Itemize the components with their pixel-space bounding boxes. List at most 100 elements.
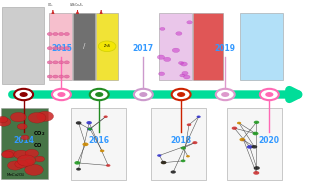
Circle shape	[260, 89, 279, 100]
Circle shape	[59, 61, 64, 64]
Circle shape	[98, 41, 116, 52]
Text: $\mathbf{CO}$: $\mathbf{CO}$	[33, 141, 43, 149]
Circle shape	[180, 62, 187, 66]
Circle shape	[254, 166, 260, 170]
Circle shape	[52, 89, 71, 100]
Circle shape	[21, 135, 29, 140]
Text: 2016: 2016	[89, 136, 110, 145]
Text: 2017: 2017	[133, 44, 154, 53]
Text: /: /	[83, 43, 86, 49]
Circle shape	[53, 33, 58, 36]
Circle shape	[64, 75, 69, 78]
Circle shape	[170, 170, 176, 174]
FancyBboxPatch shape	[2, 7, 44, 84]
Circle shape	[25, 149, 38, 157]
Circle shape	[232, 127, 237, 130]
Circle shape	[197, 115, 201, 118]
Circle shape	[37, 111, 54, 121]
Circle shape	[88, 128, 92, 130]
Text: ZnS: ZnS	[104, 44, 111, 48]
Circle shape	[3, 150, 16, 158]
Circle shape	[53, 47, 58, 50]
Circle shape	[64, 33, 69, 36]
Circle shape	[253, 171, 259, 175]
Circle shape	[76, 168, 81, 171]
FancyBboxPatch shape	[193, 13, 223, 80]
Circle shape	[17, 124, 27, 129]
Text: CdS/Co₃S₄: CdS/Co₃S₄	[70, 3, 84, 7]
Circle shape	[10, 112, 26, 122]
Circle shape	[192, 141, 198, 144]
Circle shape	[25, 164, 43, 175]
Circle shape	[186, 155, 190, 157]
Circle shape	[47, 61, 52, 64]
FancyBboxPatch shape	[96, 13, 118, 80]
Circle shape	[15, 160, 28, 168]
Text: CO₂: CO₂	[48, 3, 54, 7]
Circle shape	[87, 128, 92, 131]
Circle shape	[0, 116, 8, 123]
Circle shape	[180, 74, 185, 77]
Circle shape	[163, 57, 171, 62]
Circle shape	[64, 47, 69, 50]
Circle shape	[179, 61, 184, 64]
Circle shape	[157, 154, 161, 157]
Circle shape	[157, 55, 165, 59]
Circle shape	[187, 21, 192, 24]
Circle shape	[216, 89, 235, 100]
FancyBboxPatch shape	[1, 108, 48, 179]
Circle shape	[53, 61, 58, 64]
Circle shape	[172, 89, 191, 100]
Circle shape	[2, 151, 13, 158]
Circle shape	[8, 161, 23, 170]
Text: 2020: 2020	[259, 136, 280, 145]
Circle shape	[95, 92, 103, 97]
Text: $\mathrm{MnCo_2O_4}$: $\mathrm{MnCo_2O_4}$	[6, 171, 26, 179]
Circle shape	[90, 89, 109, 100]
Circle shape	[247, 145, 253, 149]
Circle shape	[221, 92, 229, 97]
Circle shape	[180, 146, 186, 150]
Circle shape	[172, 48, 180, 53]
Circle shape	[17, 155, 36, 166]
Circle shape	[59, 75, 64, 78]
Circle shape	[53, 75, 58, 78]
Circle shape	[59, 47, 64, 50]
Circle shape	[251, 145, 257, 149]
Circle shape	[28, 112, 46, 123]
Circle shape	[265, 92, 273, 97]
Circle shape	[47, 75, 52, 78]
Text: 2015: 2015	[51, 44, 72, 53]
Circle shape	[20, 92, 28, 97]
Circle shape	[35, 156, 44, 162]
Circle shape	[242, 139, 245, 141]
Circle shape	[161, 161, 166, 164]
Circle shape	[104, 115, 108, 118]
Circle shape	[160, 27, 165, 30]
Text: 2014: 2014	[13, 136, 34, 145]
Circle shape	[181, 160, 186, 162]
Circle shape	[14, 89, 33, 100]
Circle shape	[182, 71, 188, 75]
Circle shape	[253, 132, 259, 135]
Circle shape	[184, 75, 190, 79]
Circle shape	[25, 159, 33, 164]
FancyBboxPatch shape	[73, 13, 95, 80]
FancyBboxPatch shape	[151, 108, 206, 180]
FancyBboxPatch shape	[49, 13, 72, 80]
Circle shape	[83, 143, 89, 146]
Circle shape	[187, 123, 191, 126]
Circle shape	[47, 47, 52, 50]
FancyBboxPatch shape	[227, 108, 282, 180]
Circle shape	[177, 92, 185, 97]
Circle shape	[86, 121, 92, 124]
Circle shape	[57, 92, 66, 97]
Circle shape	[100, 149, 104, 152]
Circle shape	[161, 161, 166, 164]
Circle shape	[134, 89, 153, 100]
Circle shape	[254, 121, 259, 124]
Circle shape	[239, 138, 245, 141]
Text: $\mathbf{CO_2}$: $\mathbf{CO_2}$	[33, 129, 46, 138]
FancyBboxPatch shape	[159, 13, 192, 80]
Circle shape	[76, 121, 82, 125]
